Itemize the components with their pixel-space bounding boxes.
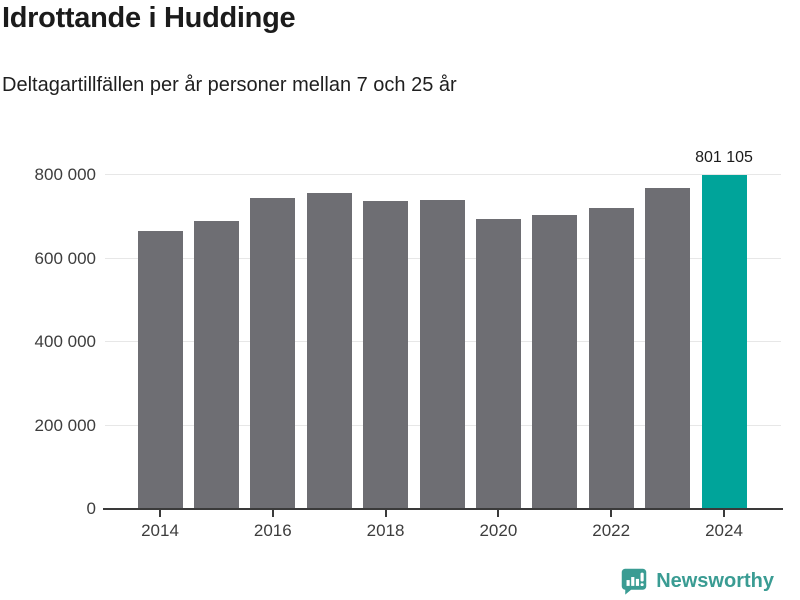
x-axis-label: 2022 [592, 521, 631, 540]
x-axis-label: 2020 [479, 521, 518, 540]
x-axis-tick [610, 510, 613, 517]
x-axis-tick [384, 510, 387, 517]
bar-2024 [701, 174, 747, 509]
x-axis-tick [159, 510, 161, 517]
newsworthy-branding: Newsworthy [620, 567, 774, 595]
gridline [105, 174, 781, 176]
bar-2020 [475, 218, 521, 509]
y-axis-label: 0 [86, 499, 96, 518]
bar-2016 [250, 197, 296, 509]
bar-2019 [419, 199, 465, 509]
x-axis-tick [723, 510, 725, 517]
bar-2022 [588, 208, 634, 509]
brand-name: Newsworthy [656, 569, 774, 592]
bar-chart-speech-bubble-icon [621, 568, 647, 595]
highlight-value-label: 801 105 [695, 148, 753, 166]
x-axis-line [103, 508, 783, 510]
chart-title: Idrottande i Huddinge [2, 2, 296, 34]
x-axis-label: 2014 [141, 521, 179, 540]
bar-2014 [137, 230, 183, 509]
x-axis-label: 2024 [705, 521, 743, 540]
chart-subtitle: Deltagartillfällen per år personer mella… [2, 74, 457, 96]
y-axis-label: 200 000 [34, 415, 96, 435]
x-axis-tick [271, 510, 274, 517]
x-axis-label: 2018 [366, 521, 405, 540]
x-axis-tick [497, 510, 500, 517]
bar-2015 [193, 221, 239, 509]
plot-area [103, 140, 783, 510]
x-axis-label: 2016 [253, 521, 292, 540]
y-axis-label: 800 000 [34, 165, 96, 185]
y-axis-label: 600 000 [34, 248, 96, 268]
bar-2018 [363, 200, 409, 509]
y-axis-label: 400 000 [34, 332, 96, 352]
bar-2023 [645, 187, 691, 509]
bar-2017 [306, 193, 352, 509]
bar-2021 [532, 215, 578, 509]
